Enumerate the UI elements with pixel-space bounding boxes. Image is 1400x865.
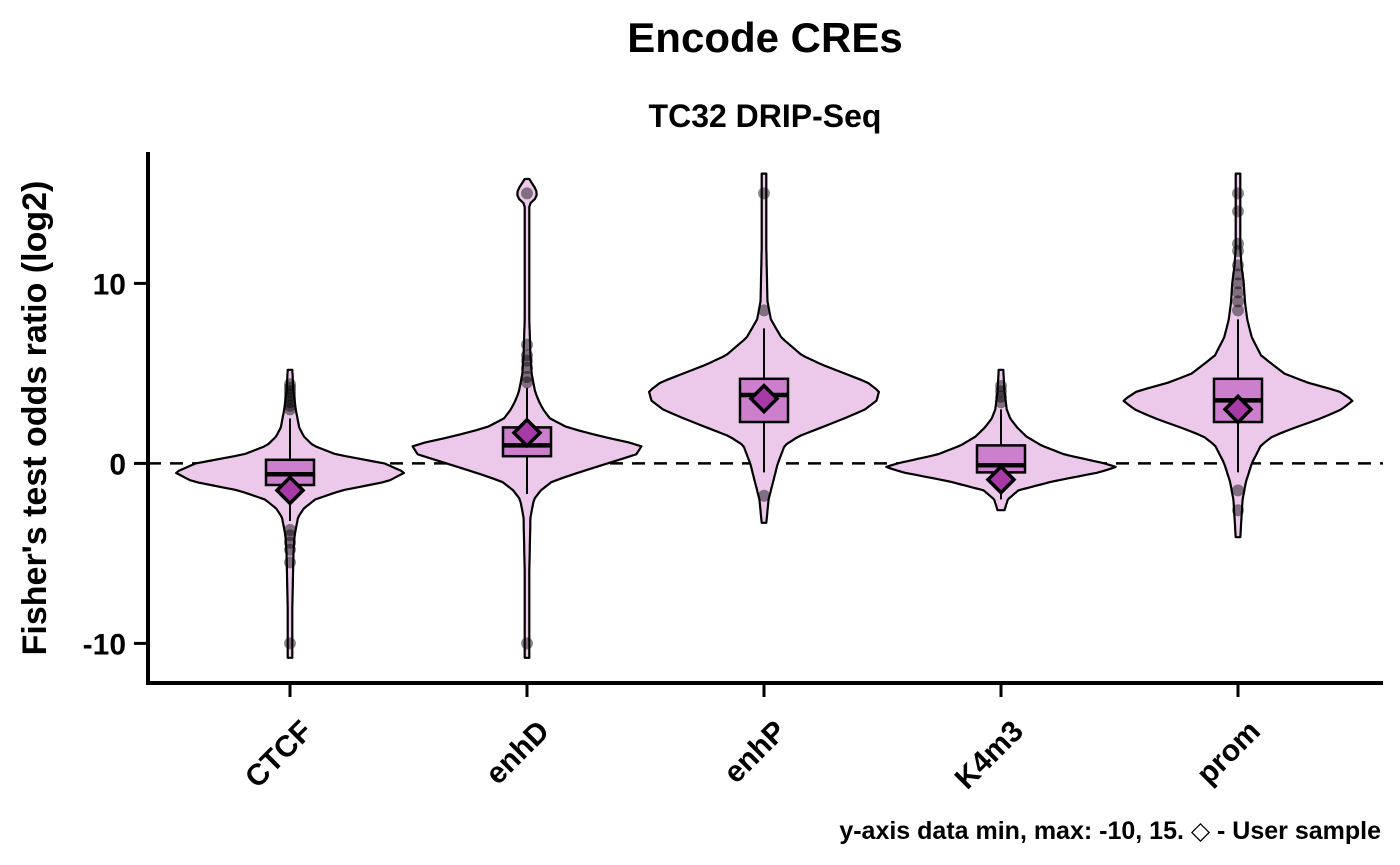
outlier-point — [284, 399, 296, 412]
violin-group-enhd — [411, 177, 643, 659]
outlier-point — [521, 376, 533, 389]
y-tick-label: 0 — [109, 448, 126, 481]
outlier-point — [1232, 304, 1244, 317]
outlier-point — [1232, 205, 1244, 218]
outlier-point — [1232, 187, 1244, 200]
outlier-point — [1232, 504, 1244, 517]
outlier-point — [284, 524, 296, 536]
plot-area: CTCF enhD enhP K4m3 prom -10 0 10 — [83, 152, 1383, 796]
outlier-point — [1232, 286, 1244, 299]
violin-group-k4m3 — [885, 368, 1117, 512]
y-tick-label: -10 — [83, 628, 126, 661]
outlier-point — [284, 556, 296, 569]
outlier-point — [1232, 268, 1244, 281]
chart-title: Encode CREs — [627, 14, 902, 61]
outlier-point — [758, 304, 770, 317]
outlier-point — [995, 380, 1007, 392]
outlier-point — [284, 396, 296, 409]
x-tick-label-k4m3: K4m3 — [949, 715, 1030, 796]
outlier-point — [758, 489, 770, 502]
outlier-point — [284, 637, 296, 650]
outlier-point — [284, 385, 296, 398]
outlier-point — [521, 637, 533, 650]
y-axis-label: Fisher's test odds ratio (log2) — [16, 181, 54, 656]
violin-group-prom — [1122, 172, 1354, 539]
x-tick-label-enhd: enhD — [479, 715, 555, 791]
outlier-point — [995, 396, 1007, 409]
user-sample-marker-enhp — [748, 383, 780, 415]
outlier-point — [1232, 295, 1244, 308]
outlier-point — [1232, 484, 1244, 497]
outlier-point — [284, 378, 296, 391]
outlier-point — [521, 187, 533, 200]
outlier-point — [521, 354, 533, 367]
violin-group-ctcf — [175, 368, 405, 659]
violin-group-enhp — [648, 172, 880, 524]
outlier-point — [284, 381, 296, 394]
outlier-point — [284, 389, 296, 401]
outlier-point — [1232, 259, 1244, 272]
outlier-point — [521, 371, 533, 383]
outlier-point — [1232, 245, 1244, 257]
outlier-point — [1232, 237, 1244, 250]
x-tick-label-enhp: enhP — [718, 715, 793, 790]
user-sample-marker-prom — [1222, 393, 1254, 425]
outlier-point — [284, 529, 296, 542]
outlier-point — [995, 390, 1007, 403]
chart-subtitle: TC32 DRIP-Seq — [649, 98, 882, 134]
outlier-point — [758, 187, 770, 200]
y-tick-label: 10 — [93, 268, 126, 301]
outlier-point — [284, 543, 296, 556]
user-sample-marker-enhd — [511, 417, 543, 449]
x-tick-label-ctcf: CTCF — [239, 715, 319, 795]
x-tick-label-prom: prom — [1190, 715, 1266, 791]
outlier-point — [521, 338, 533, 351]
outlier-point — [1232, 277, 1244, 290]
outlier-point — [284, 403, 296, 416]
outlier-point — [521, 362, 533, 374]
outlier-point — [521, 349, 533, 362]
outlier-point — [995, 385, 1007, 398]
user-sample-marker-ctcf — [274, 474, 306, 506]
chart-caption: y-axis data min, max: -10, 15. ◇ - User … — [839, 817, 1381, 845]
user-sample-marker-k4m3 — [985, 464, 1017, 496]
outlier-point — [284, 536, 296, 549]
outlier-point — [284, 392, 296, 405]
